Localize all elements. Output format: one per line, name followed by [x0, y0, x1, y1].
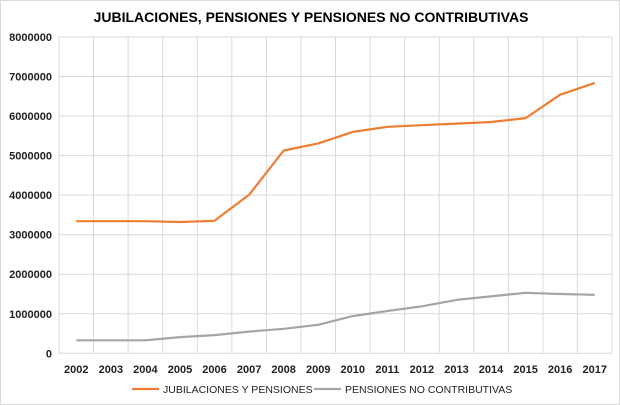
y-tick-label: 8000000: [9, 32, 52, 44]
series-line-jubilaciones-y-pensiones: [76, 81, 596, 224]
chart-title: JUBILACIONES, PENSIONES Y PENSIONES NO C…: [94, 9, 529, 25]
y-tick-label: 2000000: [9, 269, 52, 281]
y-tick-label: 1000000: [9, 309, 52, 321]
x-tick-label: 2009: [306, 364, 330, 376]
x-tick-label: 2007: [237, 364, 261, 376]
x-tick-label: 2013: [444, 364, 468, 376]
x-tick-label: 2010: [341, 364, 365, 376]
legend-label: JUBILACIONES Y PENSIONES: [163, 384, 313, 396]
x-tick-label: 2002: [64, 364, 88, 376]
y-tick-label: 4000000: [9, 190, 52, 202]
x-tick-label: 2011: [375, 364, 399, 376]
y-tick-label: 5000000: [9, 151, 52, 163]
y-tick-label: 3000000: [9, 230, 52, 242]
y-tick-label: 0: [46, 348, 52, 360]
series-line-pensiones-no-contributivas: [76, 291, 595, 342]
x-tick-label: 2005: [168, 364, 192, 376]
legend-label: PENSIONES NO CONTRIBUTIVAS: [345, 384, 512, 396]
x-tick-label: 2015: [513, 364, 537, 376]
x-tick-label: 2003: [99, 364, 123, 376]
x-tick-label: 2017: [582, 364, 606, 376]
y-tick-label: 6000000: [9, 111, 52, 123]
x-tick-label: 2014: [479, 364, 504, 376]
y-tick-label: 7000000: [9, 72, 52, 84]
x-tick-label: 2004: [133, 364, 158, 376]
x-tick-label: 2012: [410, 364, 434, 376]
x-tick-label: 2006: [202, 364, 226, 376]
x-tick-label: 2008: [271, 364, 295, 376]
x-tick-label: 2016: [548, 364, 572, 376]
